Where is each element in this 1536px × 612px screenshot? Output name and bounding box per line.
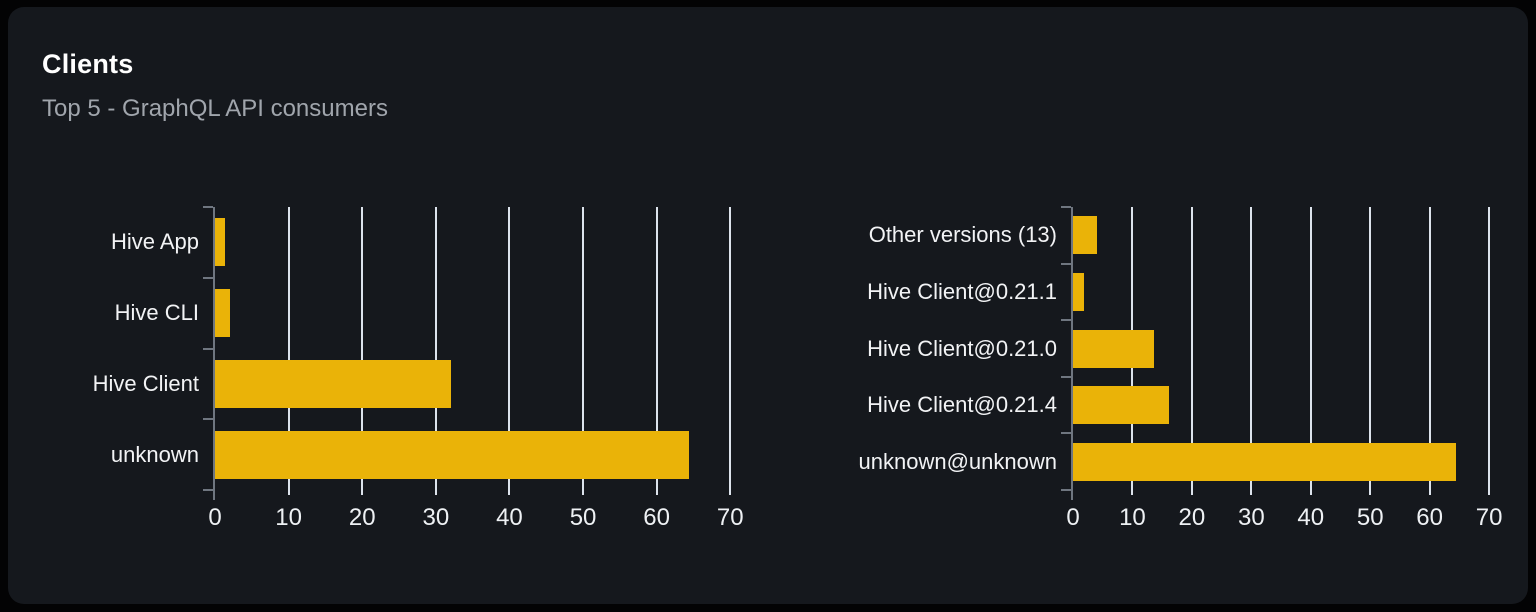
- gridline: [1309, 207, 1312, 495]
- gridline: [655, 207, 658, 495]
- x-axis-tick-label: 0: [208, 504, 222, 531]
- category-label: Hive Client: [92, 370, 199, 396]
- category-label: Hive App: [110, 229, 199, 255]
- bar-hive-client-0-21-1[interactable]: [1073, 272, 1085, 311]
- y-axis-tick: [1061, 206, 1071, 208]
- gridline: [361, 207, 364, 495]
- bar-hive-app[interactable]: [215, 218, 226, 267]
- x-axis-tick-label: 50: [569, 504, 597, 531]
- x-axis-tick-label: 60: [643, 504, 670, 531]
- gridline: [1428, 207, 1431, 495]
- clients-card: Clients Top 5 - GraphQL API consumers: [8, 7, 1528, 604]
- card-title: Clients: [42, 49, 134, 79]
- bar-hive-client-0-21-0[interactable]: [1073, 329, 1154, 368]
- x-axis-tick-label: 40: [1297, 504, 1325, 531]
- y-axis-line: [1071, 207, 1073, 500]
- bar-other-versions-13[interactable]: [1073, 216, 1097, 255]
- y-axis-tick: [1061, 319, 1071, 322]
- x-axis-tick-label: 0: [1066, 504, 1080, 531]
- category-label: Other versions (13): [868, 222, 1057, 248]
- y-axis-tick: [1061, 432, 1071, 435]
- y-axis-tick: [1061, 489, 1071, 491]
- x-axis-tick-label: 20: [348, 504, 376, 531]
- x-axis-tick-label: 50: [1356, 504, 1384, 531]
- bar-hive-cli[interactable]: [215, 289, 231, 338]
- category-label: Hive Client@0.21.1: [867, 278, 1057, 304]
- x-axis-tick-label: 70: [716, 504, 744, 531]
- y-axis-tick: [1061, 262, 1071, 265]
- x-axis-tick-label: 70: [1475, 504, 1503, 531]
- y-axis-tick: [203, 206, 213, 208]
- y-axis-tick: [203, 489, 213, 491]
- category-label: unknown: [110, 441, 199, 467]
- bar-hive-client-0-21-4[interactable]: [1073, 386, 1169, 425]
- gridline: [1190, 207, 1193, 495]
- y-axis-tick: [1061, 375, 1071, 378]
- bar-hive-client[interactable]: [215, 359, 452, 408]
- gridline: [508, 207, 511, 495]
- x-axis-tick-label: 60: [1416, 504, 1443, 531]
- gridline: [287, 207, 290, 495]
- category-label: Hive Client@0.21.0: [867, 335, 1057, 361]
- x-axis-tick-label: 30: [422, 504, 450, 531]
- gridline: [729, 207, 732, 495]
- y-axis-tick: [203, 276, 213, 279]
- y-axis-line: [213, 207, 215, 500]
- y-axis-tick: [203, 347, 213, 350]
- bar-unknown[interactable]: [215, 430, 690, 479]
- x-axis-tick-label: 30: [1237, 504, 1265, 531]
- gridline: [1369, 207, 1372, 495]
- gridline: [1488, 207, 1491, 495]
- card-subtitle: Top 5 - GraphQL API consumers: [42, 95, 388, 122]
- x-axis-tick-label: 40: [496, 504, 523, 531]
- x-axis-tick-label: 20: [1178, 504, 1206, 531]
- gridline: [582, 207, 585, 495]
- x-axis-tick-label: 10: [1119, 504, 1146, 531]
- x-axis-tick-label: 10: [275, 504, 302, 531]
- bar-unknown-unknown[interactable]: [1073, 442, 1456, 481]
- category-label: Hive CLI: [114, 300, 199, 326]
- category-label: Hive Client@0.21.4: [867, 392, 1057, 418]
- gridline: [1250, 207, 1253, 495]
- y-axis-tick: [203, 418, 213, 421]
- category-label: unknown@unknown: [858, 448, 1057, 474]
- gridline: [434, 207, 437, 495]
